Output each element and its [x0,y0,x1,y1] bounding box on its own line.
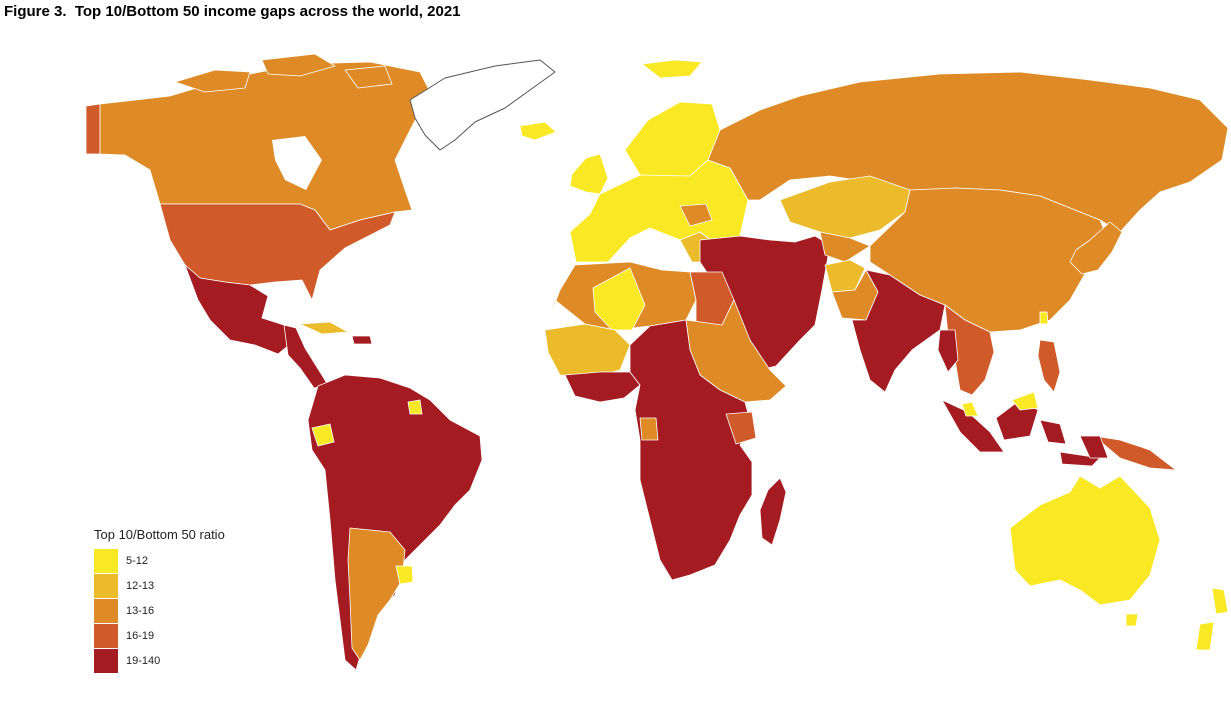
legend-label: 19-140 [126,654,161,667]
region-iceland [519,121,557,141]
region-australia [1009,475,1161,606]
region-west-africa-coast [564,371,641,403]
region-ecuador [311,423,335,447]
region-arctic-islands [174,53,393,93]
legend-swatch [94,648,118,673]
region-cuba [299,321,349,335]
region-tasmania [1125,613,1139,627]
region-china-mongolia [869,187,1111,333]
region-myanmar [937,329,959,373]
legend-item: 5-12 [94,548,225,573]
figure-title: Figure 3. Top 10/Bottom 50 income gaps a… [4,3,461,20]
region-indonesia [941,399,1101,467]
region-japan-korea [1069,221,1123,275]
legend-label: 16-19 [126,629,155,642]
region-afghanistan [824,259,866,293]
region-russia [707,71,1229,233]
legend-swatch [94,623,118,648]
region-new-zealand [1195,587,1229,651]
region-ukraine-area [679,203,713,227]
region-south-america [307,374,483,671]
region-philippines [1037,339,1061,393]
region-central-east-africa [629,319,753,581]
region-malaysia-borneo [961,391,1039,417]
legend-item: 13-16 [94,598,225,623]
legend-item: 12-13 [94,573,225,598]
region-madagascar [759,477,787,546]
region-algeria [592,267,646,331]
legend-label: 5-12 [126,554,149,567]
region-gabon-area [639,417,659,441]
legend-item: 16-19 [94,623,225,648]
region-hispaniola [351,335,373,345]
region-kenya [725,411,757,445]
region-suriname [407,399,423,415]
legend-label: 12-13 [126,579,155,592]
legend-swatch [94,548,118,573]
legend-swatch [94,598,118,623]
region-central-america [283,324,329,389]
region-svalbard [641,59,703,79]
region-papua-new-guinea [1093,435,1177,471]
region-uruguay [395,565,414,585]
legend-title: Top 10/Bottom 50 ratio [94,527,225,542]
region-taiwan [1039,311,1049,325]
region-argentina [347,527,406,661]
legend-label: 13-16 [126,604,155,617]
region-sahel-west [544,323,631,379]
legend-swatch [94,573,118,598]
region-hudson-bay [272,136,322,190]
legend-item: 19-140 [94,648,225,673]
region-central-asia [819,231,871,263]
region-uk-ireland [569,153,609,195]
map-legend: Top 10/Bottom 50 ratio 5-12 12-13 13-16 … [94,527,225,673]
region-alaska [85,103,101,155]
region-greenland [409,59,556,151]
region-kazakhstan [779,175,911,239]
region-west-papua [1079,435,1109,459]
